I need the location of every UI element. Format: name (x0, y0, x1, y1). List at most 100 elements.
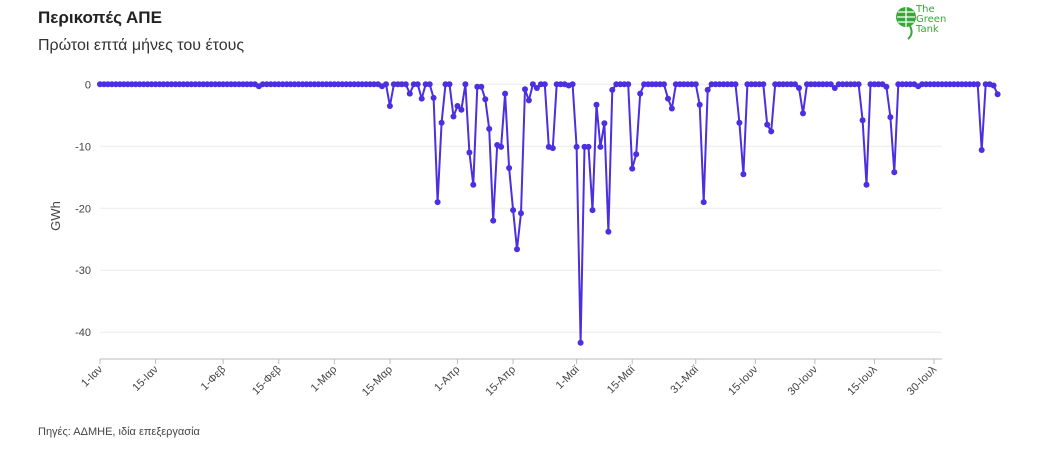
data-point (529, 81, 536, 88)
y-tick-label: -20 (75, 203, 91, 215)
x-tick-label: 15-Μαϊ (605, 363, 638, 396)
data-point (482, 96, 489, 103)
y-tick-label: 0 (85, 79, 91, 91)
x-tick-label: 1-Απρ (432, 364, 462, 394)
data-point (891, 169, 898, 176)
data-point (768, 128, 775, 135)
series-curtailment (97, 81, 1001, 346)
data-point (490, 217, 497, 224)
the-green-tank-logo: The Green Tank (896, 2, 956, 42)
data-point (692, 81, 699, 88)
data-point (732, 81, 739, 88)
data-point (609, 86, 616, 93)
data-point (454, 103, 461, 109)
data-point (661, 81, 667, 88)
x-tick-label: 15-Ιουν (726, 363, 761, 398)
data-point (434, 199, 441, 206)
data-point (414, 81, 421, 88)
data-point (577, 339, 584, 346)
y-axis-label: GWh (48, 201, 63, 231)
data-point (438, 119, 445, 126)
data-point (514, 246, 520, 253)
x-tick-label: 31-Μαϊ (668, 363, 701, 396)
data-point (525, 97, 532, 104)
data-point (994, 91, 1001, 98)
data-point (462, 81, 469, 88)
y-tick-label: -30 (75, 265, 91, 277)
data-point (883, 83, 890, 90)
data-point (625, 81, 632, 88)
source-note: Πηγές: ΑΔΜΗΕ, ιδία επεξεργασία (38, 426, 200, 438)
data-point (760, 81, 767, 88)
x-tick-label: 1-Ιαν (79, 363, 105, 389)
data-point (458, 106, 465, 113)
data-point (800, 110, 806, 117)
data-point (569, 81, 576, 88)
logo-line-3: Tank (916, 24, 939, 35)
data-point (629, 165, 636, 172)
x-tick-label: 15-Ιουλ (845, 363, 880, 398)
data-point (974, 81, 981, 88)
logo-line-2: Green (916, 14, 947, 25)
data-point (541, 81, 548, 88)
data-point (792, 81, 798, 88)
data-point (796, 85, 802, 91)
data-point (430, 94, 437, 101)
data-point (736, 119, 743, 126)
data-point (740, 171, 747, 178)
data-point (696, 101, 703, 108)
x-axis: 1-Ιαν 15-Ιαν 1-Φεβ 15-Φεβ 1-Μαρ 15-Μαρ 1-Απρ 15… (79, 358, 942, 399)
data-point (518, 210, 524, 217)
data-point (478, 83, 485, 90)
data-point (486, 125, 493, 132)
data-point (827, 81, 834, 88)
data-point (597, 143, 604, 150)
data-point (863, 181, 870, 188)
data-point (402, 81, 409, 88)
leaf-icon (896, 7, 916, 40)
data-point (498, 143, 505, 150)
data-point (601, 120, 608, 127)
data-point (704, 86, 711, 93)
data-point (466, 149, 473, 156)
data-point (589, 207, 596, 214)
data-point (668, 105, 675, 112)
data-point (855, 81, 862, 88)
y-tick-label: -10 (75, 141, 91, 153)
data-point (386, 103, 393, 109)
data-point (549, 145, 556, 152)
data-point (859, 117, 866, 124)
data-point (470, 181, 477, 188)
data-point (510, 207, 517, 214)
data-point (506, 165, 513, 171)
logo-text: The Green Tank (916, 5, 946, 35)
data-point (633, 151, 640, 158)
data-point (406, 90, 413, 97)
chart-title: Περικοπές ΑΠΕ (38, 8, 162, 27)
y-axis-ticks: 0 -10 -20 -30 -40 (75, 79, 91, 339)
y-tick-label: -40 (75, 327, 91, 339)
data-point (665, 95, 671, 102)
data-point (446, 81, 453, 88)
data-point (978, 147, 985, 153)
data-point (990, 82, 997, 89)
x-tick-label: 15-Ιαν (130, 363, 161, 394)
x-tick-label: 1-Φεβ (199, 364, 229, 394)
data-point (887, 114, 894, 121)
x-tick-label: 15-Μαρ (360, 364, 395, 399)
data-point (593, 101, 600, 108)
data-point (831, 85, 838, 91)
data-point (426, 81, 433, 88)
x-tick-label: 15-Απρ (483, 364, 518, 399)
chart-subtitle: Πρώτοι επτά μήνες του έτους (38, 37, 245, 54)
data-point (585, 143, 592, 150)
x-tick-label: 15-Φεβ (250, 364, 284, 398)
logo-line-1: The (916, 4, 935, 15)
data-point (700, 199, 707, 206)
data-point (383, 81, 389, 88)
data-point (605, 228, 612, 235)
data-point (764, 121, 771, 128)
x-tick-label: 30-Ιουλ (905, 363, 940, 398)
data-point (450, 113, 457, 120)
